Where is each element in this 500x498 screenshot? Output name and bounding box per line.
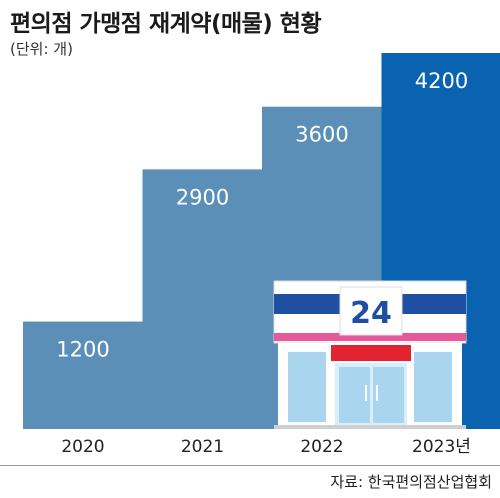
bottom-divider	[0, 465, 500, 466]
bar-0	[23, 321, 143, 429]
x-tick-label-3: 2023년	[412, 437, 471, 457]
bar-value-label-0: 1200	[56, 338, 109, 362]
store-base	[274, 425, 466, 429]
store-door-awning	[331, 345, 411, 361]
source-note: 자료: 한국편의점산업협회	[330, 473, 492, 491]
x-tick-label-2: 2022	[300, 437, 343, 457]
store-sign-box	[339, 286, 403, 336]
x-tick-label-1: 2021	[181, 437, 224, 457]
store-pink-stripe	[274, 333, 466, 341]
bar-value-label-3: 4200	[415, 69, 468, 93]
store-door-handle-right	[376, 385, 378, 401]
store-window-right	[414, 352, 452, 422]
bar-1	[142, 169, 263, 429]
bar-value-label-1: 2900	[176, 185, 229, 209]
store-door-right	[373, 367, 404, 423]
unit-label: (단위: 개)	[10, 40, 73, 58]
convenience-store-illustration: 24	[273, 280, 467, 429]
store-door-left	[339, 367, 370, 423]
store-door-handle-left	[365, 385, 367, 401]
chart-title: 편의점 가맹점 재계약(매물) 현황	[10, 11, 322, 37]
store-sign-24: 24	[350, 296, 392, 331]
x-tick-label-0: 2020	[61, 437, 104, 457]
bar-value-label-2: 3600	[295, 123, 348, 147]
store-window-left	[288, 352, 326, 422]
